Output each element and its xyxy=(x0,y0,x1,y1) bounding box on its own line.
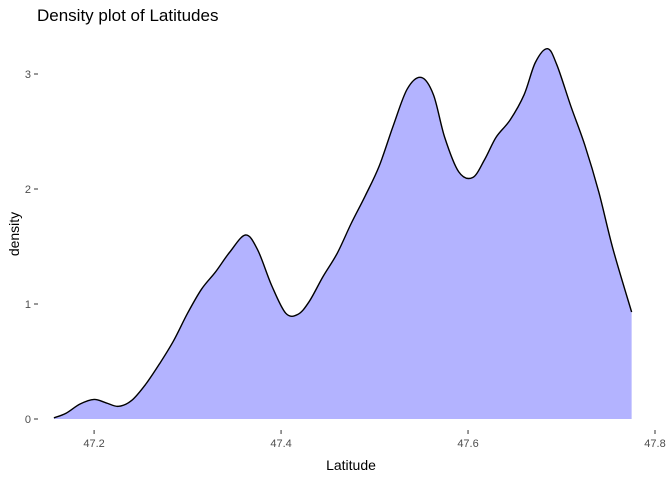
y-tick-label: 3 xyxy=(25,69,31,81)
y-tick-label: 0 xyxy=(25,414,31,426)
x-axis-title: Latitude xyxy=(326,457,376,473)
y-axis: 0 1 2 3 xyxy=(25,69,38,426)
y-axis-title: density xyxy=(6,212,22,256)
density-area xyxy=(53,48,632,419)
x-axis: 47.2 47.4 47.6 47.8 xyxy=(83,430,666,450)
y-tick-label: 2 xyxy=(25,184,31,196)
x-tick-label: 47.4 xyxy=(270,438,291,450)
x-tick-label: 47.6 xyxy=(457,438,478,450)
density-line xyxy=(53,48,633,419)
x-tick-label: 47.8 xyxy=(644,438,665,450)
x-tick-label: 47.2 xyxy=(83,438,104,450)
y-tick-label: 1 xyxy=(25,299,31,311)
chart-title: Density plot of Latitudes xyxy=(37,6,218,25)
